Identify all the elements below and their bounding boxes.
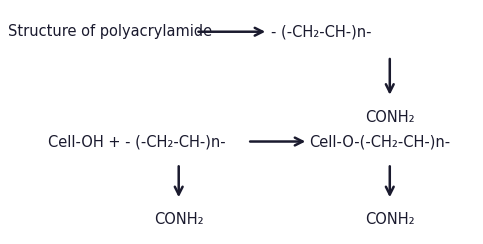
Text: Cell-O-(-CH₂-CH-)n-: Cell-O-(-CH₂-CH-)n- [310, 134, 451, 149]
Text: Cell-OH + - (-CH₂-CH-)n-: Cell-OH + - (-CH₂-CH-)n- [48, 134, 226, 149]
Text: CONH₂: CONH₂ [365, 110, 414, 125]
Text: Structure of polyacrylamide: Structure of polyacrylamide [8, 24, 213, 39]
Text: CONH₂: CONH₂ [154, 212, 203, 227]
Text: CONH₂: CONH₂ [365, 212, 414, 227]
Text: - (-CH₂-CH-)n-: - (-CH₂-CH-)n- [271, 24, 372, 39]
